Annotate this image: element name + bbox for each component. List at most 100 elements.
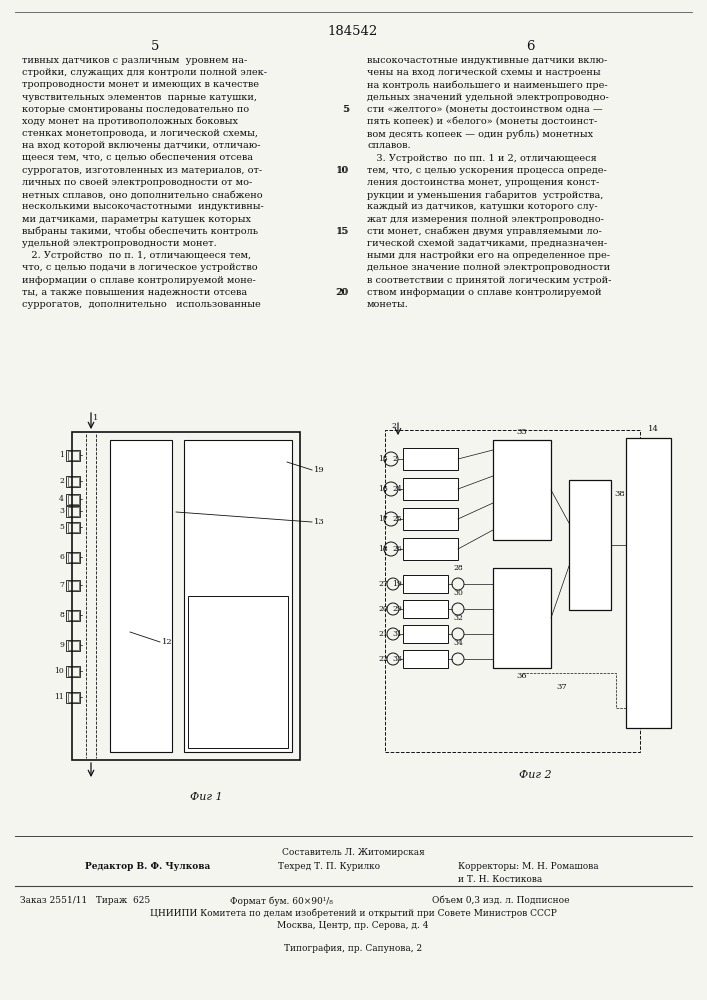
- Bar: [403, 600, 448, 618]
- Text: жат для измерения полной электропроводно-: жат для измерения полной электропроводно…: [367, 215, 604, 224]
- Bar: [626, 438, 671, 728]
- Text: Составитель Л. Житомирская: Составитель Л. Житомирская: [281, 848, 424, 857]
- Text: 10: 10: [337, 166, 349, 175]
- Bar: [403, 478, 458, 500]
- Bar: [72, 432, 300, 760]
- Text: 36: 36: [517, 672, 527, 680]
- Bar: [493, 440, 551, 540]
- Text: суррогатов, изготовленных из материалов, от-: суррогатов, изготовленных из материалов,…: [22, 166, 262, 175]
- Text: 17: 17: [378, 515, 387, 523]
- Text: ми датчиками, параметры катушек которых: ми датчиками, параметры катушек которых: [22, 215, 251, 224]
- Text: каждый из датчиков, катушки которого слу-: каждый из датчиков, катушки которого слу…: [367, 202, 597, 211]
- Text: 16: 16: [378, 485, 387, 493]
- Text: 2: 2: [59, 477, 64, 485]
- Text: 4: 4: [59, 495, 64, 503]
- Text: 32: 32: [453, 614, 463, 622]
- Text: Фиг 2: Фиг 2: [519, 770, 551, 780]
- Text: 14: 14: [648, 425, 658, 433]
- Text: 35: 35: [517, 428, 527, 436]
- Text: ты, а также повышения надежности отсева: ты, а также повышения надежности отсева: [22, 288, 247, 297]
- Bar: [68, 451, 79, 460]
- Text: 18: 18: [378, 545, 387, 553]
- Text: тропроводности монет и имеющих в качестве: тропроводности монет и имеющих в качеств…: [22, 80, 259, 89]
- Text: 15: 15: [378, 455, 387, 463]
- Text: рукции и уменьшения габаритов  устройства,: рукции и уменьшения габаритов устройства…: [367, 190, 603, 200]
- Text: тем, что, с целью ускорения процесса опреде-: тем, что, с целью ускорения процесса опр…: [367, 166, 607, 175]
- Bar: [68, 523, 79, 532]
- Bar: [68, 693, 79, 702]
- Text: 6: 6: [526, 40, 534, 53]
- Bar: [66, 640, 80, 651]
- Bar: [66, 552, 80, 563]
- Bar: [188, 596, 288, 748]
- Bar: [403, 575, 448, 593]
- Text: 31: 31: [392, 630, 402, 638]
- Text: 6: 6: [59, 553, 64, 561]
- Text: 22: 22: [378, 655, 387, 663]
- Bar: [68, 477, 79, 486]
- Text: 30: 30: [453, 589, 463, 597]
- Text: 28: 28: [453, 564, 463, 572]
- Text: 12: 12: [162, 638, 173, 646]
- Text: 33: 33: [392, 655, 402, 663]
- Text: что, с целью подачи в логическое устройство: что, с целью подачи в логическое устройс…: [22, 263, 257, 272]
- Bar: [184, 440, 292, 752]
- Text: монеты.: монеты.: [367, 300, 409, 309]
- Text: сти монет, снабжен двумя управляемыми ло-: сти монет, снабжен двумя управляемыми ло…: [367, 227, 602, 236]
- Text: 24: 24: [392, 485, 402, 493]
- Text: 2: 2: [392, 455, 397, 463]
- Text: нетных сплавов, оно дополнительно снабжено: нетных сплавов, оно дополнительно снабже…: [22, 190, 262, 199]
- Bar: [403, 625, 448, 643]
- Text: 3. Устройство  по пп. 1 и 2, отличающееся: 3. Устройство по пп. 1 и 2, отличающееся: [367, 154, 597, 163]
- Text: стенках монетопровода, и логической схемы,: стенках монетопровода, и логической схем…: [22, 129, 258, 138]
- Text: 15: 15: [337, 227, 349, 236]
- Bar: [68, 581, 79, 590]
- Text: гической схемой задатчиками, предназначен-: гической схемой задатчиками, предназначе…: [367, 239, 607, 248]
- Text: пять копеек) и «белого» (монеты достоинст-: пять копеек) и «белого» (монеты достоинс…: [367, 117, 597, 126]
- Text: 3: 3: [59, 507, 64, 515]
- Text: в соответствии с принятой логическим устрой-: в соответствии с принятой логическим уст…: [367, 276, 612, 285]
- Text: сплавов.: сплавов.: [367, 141, 411, 150]
- Text: щееся тем, что, с целью обеспечения отсева: щееся тем, что, с целью обеспечения отсе…: [22, 154, 253, 163]
- Text: сти «желтого» (монеты достоинством одна —: сти «желтого» (монеты достоинством одна …: [367, 105, 602, 114]
- Text: 7: 7: [59, 581, 64, 589]
- Text: 9: 9: [59, 641, 64, 649]
- Bar: [68, 553, 79, 562]
- Text: 1: 1: [93, 414, 98, 422]
- Bar: [66, 666, 80, 677]
- Text: Москва, Центр, пр. Серова, д. 4: Москва, Центр, пр. Серова, д. 4: [277, 921, 428, 930]
- Text: Корректоры: М. Н. Ромашова: Корректоры: М. Н. Ромашова: [458, 862, 599, 871]
- Bar: [110, 440, 172, 752]
- Text: 5: 5: [342, 105, 348, 114]
- Text: несколькими высокочастотными  индуктивны-: несколькими высокочастотными индуктивны-: [22, 202, 264, 211]
- Bar: [66, 522, 80, 533]
- Text: 5: 5: [343, 105, 349, 114]
- Text: вом десять копеек — один рубль) монетных: вом десять копеек — один рубль) монетных: [367, 129, 593, 139]
- Text: 38: 38: [614, 490, 625, 498]
- Text: дельное значение полной электропроводности: дельное значение полной электропроводнос…: [367, 263, 610, 272]
- Text: 19: 19: [392, 580, 402, 588]
- Text: Фиг 1: Фиг 1: [189, 792, 222, 802]
- Text: ными для настройки его на определенное пре-: ными для настройки его на определенное п…: [367, 251, 610, 260]
- Text: 8: 8: [59, 611, 64, 619]
- Text: ством информации о сплаве контролируемой: ством информации о сплаве контролируемой: [367, 288, 602, 297]
- Text: чены на вход логической схемы и настроены: чены на вход логической схемы и настроен…: [367, 68, 601, 77]
- Bar: [66, 580, 80, 591]
- Text: 20: 20: [336, 288, 348, 297]
- Text: на контроль наибольшего и наименьшего пре-: на контроль наибольшего и наименьшего пр…: [367, 80, 607, 90]
- Text: 25: 25: [392, 515, 402, 523]
- Text: Заказ 2551/11   Тираж  625: Заказ 2551/11 Тираж 625: [20, 896, 151, 905]
- Text: дельных значений удельной электропроводно-: дельных значений удельной электропроводн…: [367, 93, 609, 102]
- Bar: [403, 650, 448, 668]
- Bar: [68, 507, 79, 516]
- Text: 2: 2: [391, 422, 396, 430]
- Text: 10: 10: [54, 667, 64, 675]
- Bar: [493, 568, 551, 668]
- Bar: [68, 495, 79, 504]
- Text: 20: 20: [337, 288, 349, 297]
- Text: ЦНИИПИ Комитета по делам изобретений и открытий при Совете Министров СССР: ЦНИИПИ Комитета по делам изобретений и о…: [150, 909, 556, 918]
- Text: которые смонтированы последовательно по: которые смонтированы последовательно по: [22, 105, 249, 114]
- Text: выбраны такими, чтобы обеспечить контроль: выбраны такими, чтобы обеспечить контрол…: [22, 227, 258, 236]
- Text: 184542: 184542: [328, 25, 378, 38]
- Bar: [385, 430, 640, 752]
